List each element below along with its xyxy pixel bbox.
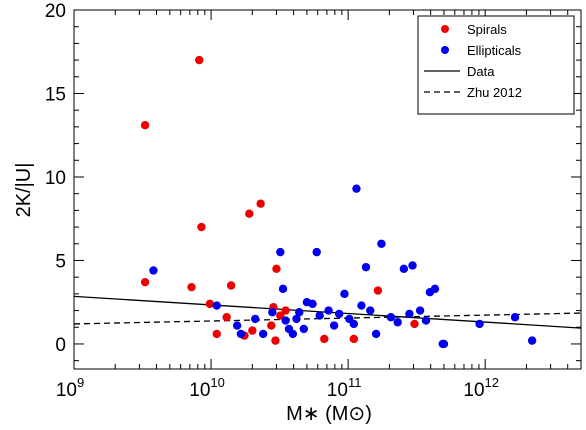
point-ellipticals <box>510 313 520 322</box>
point-ellipticals <box>334 309 344 319</box>
point-ellipticals <box>312 247 321 257</box>
point-ellipticals <box>475 319 484 329</box>
y-tick-label: 20 <box>45 1 66 22</box>
point-ellipticals <box>329 321 339 330</box>
point-ellipticals <box>295 308 304 317</box>
legend-marker-ellipticals <box>441 46 449 54</box>
point-spirals <box>226 281 236 290</box>
point-spirals <box>276 311 285 320</box>
legend-label-spirals: Spirals <box>467 22 507 37</box>
point-spirals <box>271 336 280 345</box>
point-spirals <box>267 321 276 330</box>
point-spirals <box>373 286 383 295</box>
point-spirals <box>248 326 257 335</box>
legend-label-data: Data <box>467 64 495 79</box>
point-ellipticals <box>399 264 409 274</box>
series-line-zhu-2012 <box>74 312 581 325</box>
point-spirals <box>320 334 329 344</box>
point-spirals <box>212 329 221 339</box>
x-tick-base: 10 <box>56 380 77 401</box>
x-tick-exponent: 12 <box>485 375 499 390</box>
point-spirals <box>140 121 150 130</box>
point-ellipticals <box>371 329 381 339</box>
point-ellipticals <box>324 306 333 315</box>
point-spirals <box>205 299 215 309</box>
y-tick-label: 10 <box>45 168 66 189</box>
x-tick-base: 10 <box>189 380 210 401</box>
point-ellipticals <box>232 321 242 330</box>
point-ellipticals <box>527 336 537 345</box>
point-ellipticals <box>357 301 366 310</box>
point-ellipticals <box>408 261 417 270</box>
point-spirals <box>222 313 231 322</box>
x-tick-exponent: 11 <box>348 375 362 390</box>
plot-frame <box>73 9 582 370</box>
point-spirals <box>187 282 196 292</box>
point-ellipticals <box>361 262 371 272</box>
x-axis-title: M∗ (M⊙) <box>286 403 372 425</box>
y-tick-labels: 0 5 10 15 20 <box>45 1 66 356</box>
data-points <box>140 55 537 349</box>
x-tick-label: 109 <box>56 375 84 401</box>
point-ellipticals <box>212 301 221 310</box>
point-spirals <box>349 334 359 344</box>
point-ellipticals <box>308 299 317 309</box>
x-tick-base: 10 <box>327 380 348 401</box>
point-ellipticals <box>268 308 277 317</box>
point-spirals <box>256 199 265 208</box>
point-spirals <box>245 209 254 218</box>
y-tick-label: 0 <box>55 335 66 356</box>
point-ellipticals <box>258 329 268 339</box>
point-ellipticals <box>366 306 375 315</box>
point-spirals <box>140 277 150 287</box>
point-ellipticals <box>236 329 246 339</box>
point-ellipticals <box>315 311 324 320</box>
point-ellipticals <box>377 239 386 248</box>
point-spirals <box>195 55 204 65</box>
point-ellipticals <box>352 184 361 193</box>
y-tick-label: 5 <box>55 251 66 272</box>
x-tick-exponent: 10 <box>210 375 224 390</box>
point-ellipticals <box>251 314 260 324</box>
legend-label-zhu-2012: Zhu 2012 <box>467 85 522 100</box>
point-ellipticals <box>149 266 158 275</box>
y-axis-title: 2K/|U| <box>13 163 35 218</box>
x-tick-label: 1011 <box>327 375 362 401</box>
point-ellipticals <box>278 284 288 294</box>
axis-ticks <box>73 9 582 369</box>
x-tick-labels: 109 1010 1011 1012 <box>56 375 499 401</box>
point-ellipticals <box>415 306 425 315</box>
point-spirals <box>197 222 206 232</box>
legend: Spirals Ellipticals Data Zhu 2012 <box>417 15 575 115</box>
point-spirals <box>281 306 290 315</box>
legend-label-ellipticals: Ellipticals <box>467 43 522 58</box>
point-ellipticals <box>340 289 349 299</box>
point-ellipticals <box>292 314 301 324</box>
point-ellipticals <box>288 329 298 339</box>
point-ellipticals <box>430 284 440 294</box>
point-ellipticals <box>276 247 285 257</box>
point-ellipticals <box>421 316 431 325</box>
point-spirals <box>410 319 419 329</box>
x-tick-label: 1012 <box>463 375 499 401</box>
point-ellipticals <box>386 313 396 322</box>
point-ellipticals <box>405 309 414 319</box>
point-ellipticals <box>281 316 290 325</box>
x-tick-exponent: 9 <box>77 375 84 390</box>
x-tick-label: 1010 <box>189 375 225 401</box>
point-ellipticals <box>349 319 359 329</box>
point-spirals <box>272 264 281 274</box>
point-ellipticals <box>299 324 309 334</box>
y-tick-label: 15 <box>45 84 66 105</box>
x-tick-base: 10 <box>463 380 484 401</box>
point-ellipticals <box>393 318 402 327</box>
legend-marker-spirals <box>441 25 449 33</box>
point-ellipticals <box>439 339 449 349</box>
